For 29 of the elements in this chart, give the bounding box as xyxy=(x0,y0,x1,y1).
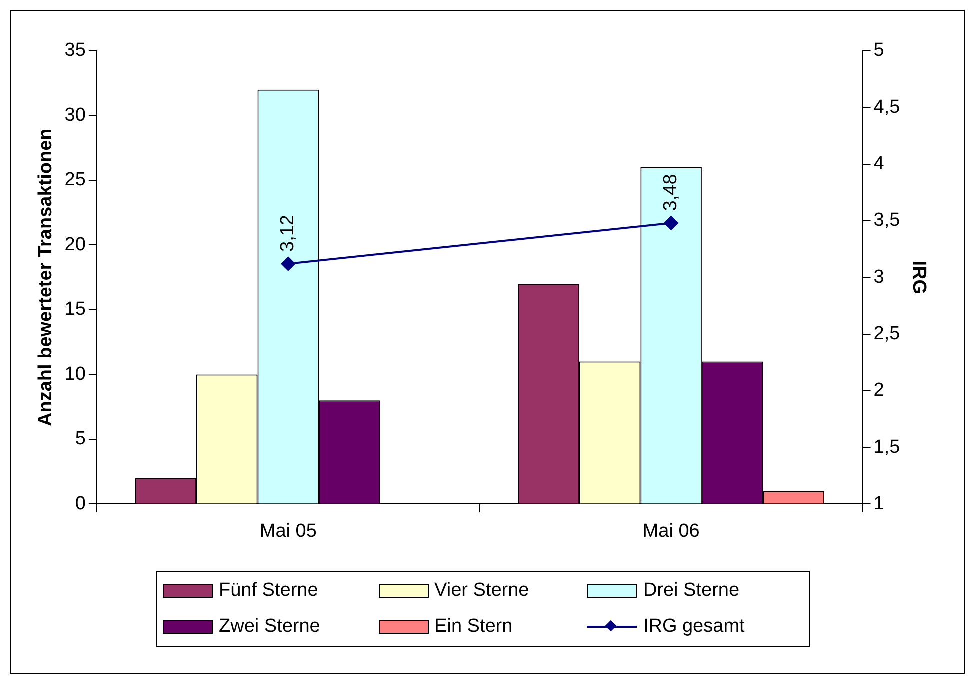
legend-label: Ein Stern xyxy=(434,616,513,638)
y2-axis-title: IRG xyxy=(908,260,930,294)
y-tick-label: 25 xyxy=(64,170,86,191)
y-tick-label: 35 xyxy=(64,40,86,62)
y2-tick-label: 3,5 xyxy=(874,210,900,232)
legend-label: IRG gesamt xyxy=(643,616,745,638)
y2-tick-label: 1 xyxy=(874,493,884,514)
data-label: 3,12 xyxy=(278,215,299,252)
legend-label: Drei Sterne xyxy=(643,580,740,602)
y-tick-label: 0 xyxy=(75,493,86,514)
y-tick-label: 5 xyxy=(75,428,86,450)
y-tick-label: 20 xyxy=(64,234,86,256)
y2-tick-label: 4,5 xyxy=(874,96,900,118)
y2-tick-label: 1,5 xyxy=(874,436,900,458)
x-tick-label: Mai 06 xyxy=(642,520,700,542)
y-axis-title: Anzahl bewerteter Transaktionen xyxy=(36,128,57,426)
y2-tick-label: 4 xyxy=(874,154,885,175)
y-tick-label: 10 xyxy=(64,364,86,385)
legend-label: Zwei Sterne xyxy=(219,616,320,638)
y2-tick-label: 2,5 xyxy=(874,323,900,344)
y2-tick-label: 3 xyxy=(874,266,884,288)
legend-label: Vier Sterne xyxy=(434,580,530,602)
y2-tick-label: 2 xyxy=(874,380,884,402)
x-tick-label: Mai 05 xyxy=(260,520,317,542)
y-tick-label: 30 xyxy=(64,104,86,126)
y-tick-label: 15 xyxy=(64,299,86,320)
y2-tick-label: 5 xyxy=(874,40,884,62)
data-label: 3,48 xyxy=(660,174,682,212)
legend-label: Fünf Sterne xyxy=(219,580,318,602)
